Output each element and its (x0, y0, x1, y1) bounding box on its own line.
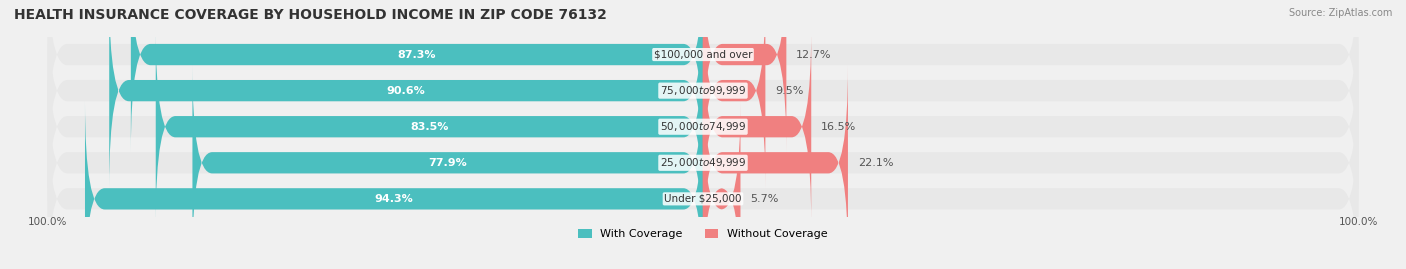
Text: 87.3%: 87.3% (398, 49, 436, 59)
FancyBboxPatch shape (48, 29, 1358, 224)
Text: 12.7%: 12.7% (796, 49, 831, 59)
Text: 90.6%: 90.6% (387, 86, 426, 96)
Text: 22.1%: 22.1% (858, 158, 893, 168)
Text: 16.5%: 16.5% (821, 122, 856, 132)
FancyBboxPatch shape (703, 29, 811, 224)
FancyBboxPatch shape (131, 0, 703, 152)
FancyBboxPatch shape (48, 65, 1358, 260)
Text: 94.3%: 94.3% (374, 194, 413, 204)
FancyBboxPatch shape (703, 101, 741, 269)
Text: 83.5%: 83.5% (411, 122, 449, 132)
FancyBboxPatch shape (110, 0, 703, 188)
FancyBboxPatch shape (48, 0, 1358, 152)
Text: 5.7%: 5.7% (751, 194, 779, 204)
Text: $75,000 to $99,999: $75,000 to $99,999 (659, 84, 747, 97)
FancyBboxPatch shape (703, 0, 765, 188)
Text: 77.9%: 77.9% (429, 158, 467, 168)
Text: $50,000 to $74,999: $50,000 to $74,999 (659, 120, 747, 133)
Text: Source: ZipAtlas.com: Source: ZipAtlas.com (1288, 8, 1392, 18)
FancyBboxPatch shape (156, 29, 703, 224)
FancyBboxPatch shape (84, 101, 703, 269)
Text: 100.0%: 100.0% (1339, 217, 1378, 227)
FancyBboxPatch shape (193, 65, 703, 260)
Text: $100,000 and over: $100,000 and over (654, 49, 752, 59)
FancyBboxPatch shape (703, 65, 848, 260)
Legend: With Coverage, Without Coverage: With Coverage, Without Coverage (574, 225, 832, 244)
FancyBboxPatch shape (48, 0, 1358, 188)
Text: 100.0%: 100.0% (28, 217, 67, 227)
FancyBboxPatch shape (703, 0, 786, 152)
Text: $25,000 to $49,999: $25,000 to $49,999 (659, 156, 747, 169)
FancyBboxPatch shape (48, 101, 1358, 269)
Text: Under $25,000: Under $25,000 (664, 194, 742, 204)
Text: 9.5%: 9.5% (775, 86, 803, 96)
Text: HEALTH INSURANCE COVERAGE BY HOUSEHOLD INCOME IN ZIP CODE 76132: HEALTH INSURANCE COVERAGE BY HOUSEHOLD I… (14, 8, 607, 22)
